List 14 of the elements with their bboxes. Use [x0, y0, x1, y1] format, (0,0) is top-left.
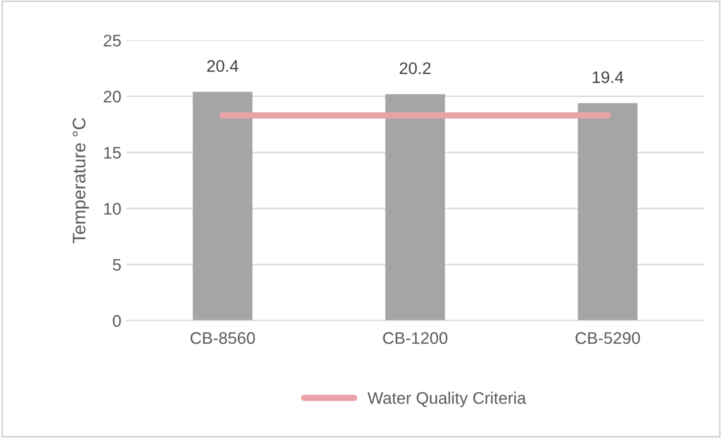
x-tick-label: CB-5290	[576, 332, 640, 344]
x-tick-label: CB-1200	[383, 332, 448, 344]
y-axis-title: Temperature °C	[72, 118, 90, 244]
y-tick-label: 15	[104, 146, 121, 159]
data-label: 20.2	[400, 62, 431, 74]
y-tick-label: 10	[104, 202, 121, 215]
y-tick-label: 20	[104, 90, 121, 103]
y-tick-label: 0	[112, 315, 121, 327]
x-tick-label: CB-8560	[190, 332, 255, 344]
y-tick-label: 5	[112, 259, 121, 271]
data-label: 20.4	[207, 60, 238, 72]
legend-label: Water Quality Criteria	[368, 392, 526, 408]
y-tick-label: 25	[104, 34, 121, 46]
data-label: 19.4	[592, 71, 624, 84]
